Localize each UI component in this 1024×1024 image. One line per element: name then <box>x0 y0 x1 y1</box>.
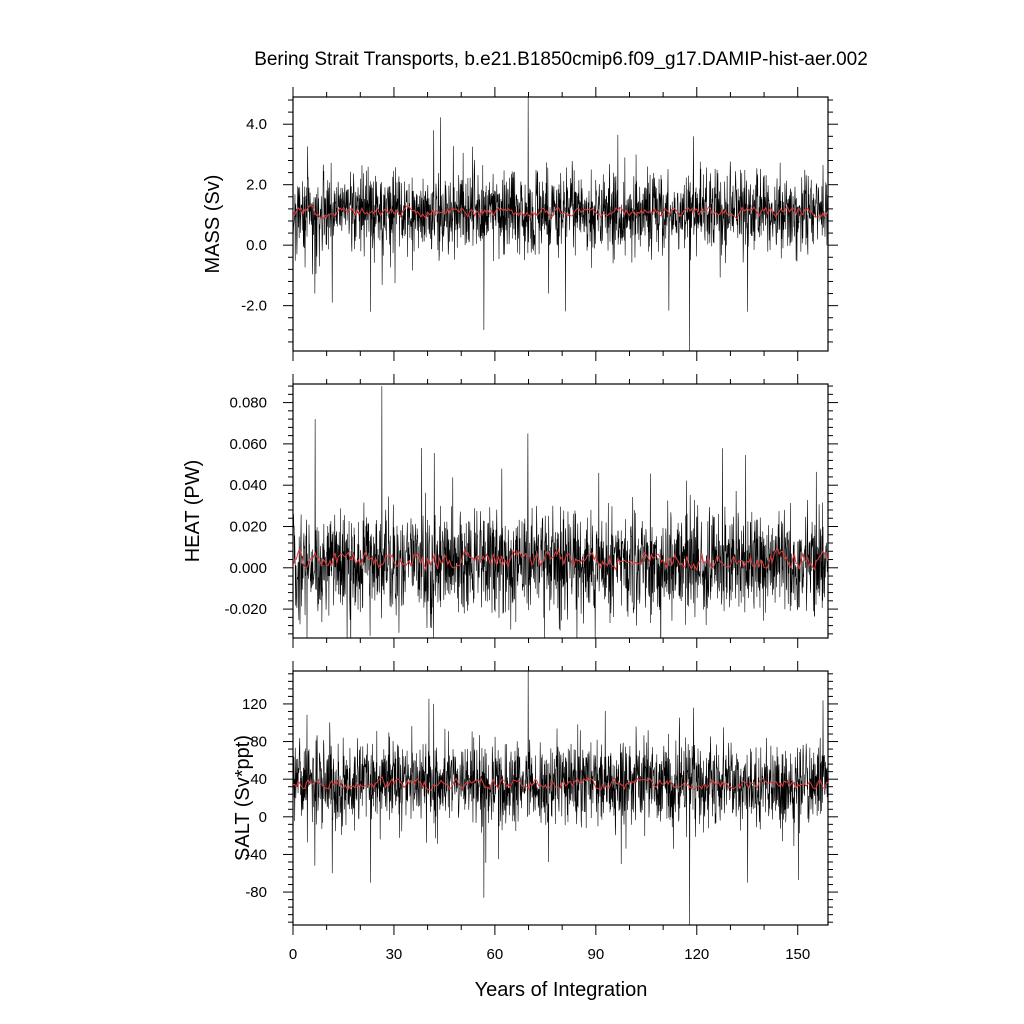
panel-salt-series-raw <box>293 671 828 925</box>
panel-salt-ytick-label: -40 <box>245 846 267 863</box>
panel-salt-series-smoothed <box>293 776 828 791</box>
panel-heat-ytick-label: 0.040 <box>229 477 267 494</box>
panel-heat-ylabel: HEAT (PW) <box>182 460 204 563</box>
panel-heat-series-smoothed <box>293 546 828 572</box>
panel-salt-ytick-label: 0 <box>259 809 267 826</box>
panel-mass-ytick-label: 2.0 <box>246 177 267 194</box>
chart-title: Bering Strait Transports, b.e21.B1850cmi… <box>254 49 868 70</box>
panel-mass-ytick-label: -2.0 <box>241 298 267 315</box>
panel-mass-series-smoothed <box>293 204 828 220</box>
panel-heat-ytick-label: 0.000 <box>229 560 267 577</box>
panel-mass-ytick-label: 0.0 <box>246 237 267 254</box>
panel-mass-series-raw <box>293 97 828 351</box>
panel-heat-ytick-label: -0.020 <box>224 601 267 618</box>
panel-mass-ylabel: MASS (Sv) <box>202 175 224 274</box>
x-tick-label: 30 <box>386 946 403 963</box>
x-tick-label: 60 <box>487 946 504 963</box>
panel-heat-ytick-label: 0.080 <box>229 395 267 412</box>
panel-salt-plot: -80 -40 0 40 80 120 0 30 60 90 120 150 <box>242 661 838 963</box>
x-tick-label: 90 <box>587 946 604 963</box>
panel-salt-ylabel: SALT (Sv*ppt) <box>232 735 254 861</box>
panel-heat-series-raw <box>293 386 828 638</box>
panel-heat-ytick-label: 0.060 <box>229 436 267 453</box>
x-axis-label: Years of Integration <box>475 979 648 1001</box>
panel-salt-ytick-label: 40 <box>250 771 267 788</box>
panel-salt-ytick-label: 120 <box>242 696 267 713</box>
panel-heat-frame <box>292 383 829 639</box>
panel-heat-plot: -0.020 0.000 0.020 0.040 0.060 0.080 <box>224 374 838 648</box>
panel-heat: HEAT (PW) <box>182 383 829 639</box>
panel-heat-ytick-label: 0.020 <box>229 518 267 535</box>
panel-mass-ytick-label: 4.0 <box>246 116 267 133</box>
x-tick-label: 150 <box>785 946 810 963</box>
x-tick-label: 120 <box>684 946 709 963</box>
panel-mass-plot: -2.0 0.0 2.0 4.0 <box>241 87 838 361</box>
panel-salt-ytick-label: -80 <box>245 884 267 901</box>
x-tick-label: 0 <box>289 946 297 963</box>
panel-salt-ytick-label: 80 <box>250 734 267 751</box>
